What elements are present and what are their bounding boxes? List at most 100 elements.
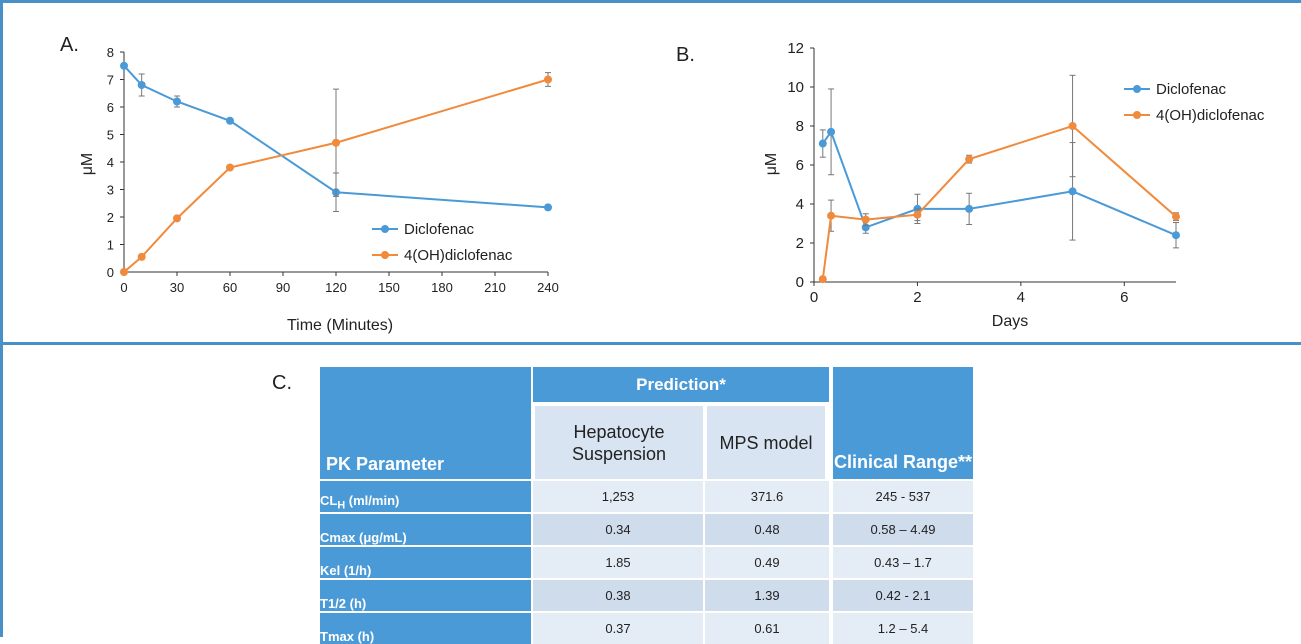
x-tick-label: 0 [120,280,127,295]
value-cell: 1.85 [531,545,703,578]
y-tick-label: 6 [107,100,114,115]
data-point [1172,231,1180,240]
x-tick-label: 30 [170,280,184,295]
y-tick-label: 1 [107,238,114,253]
data-point [544,203,552,212]
data-point [173,214,181,223]
value-cell: 1,253 [531,479,703,512]
data-point [827,211,836,220]
value-cell: 0.58 – 4.49 [829,512,973,545]
y-tick-label: 6 [796,157,804,174]
table-row: Cmax (μg/mL) 0.34 0.48 0.58 – 4.49 [320,512,973,545]
data-point [1068,122,1077,130]
param-subscript: H [337,500,346,512]
data-point [1068,187,1077,196]
y-tick-label: 2 [107,210,114,225]
value-cell: 1.2 – 5.4 [829,611,973,644]
data-point [120,61,128,70]
y-tick-label: 0 [796,274,804,291]
data-point [818,139,827,148]
x-tick-label: 120 [325,280,347,295]
legend-marker [1133,85,1141,93]
data-point [137,252,146,261]
data-point [818,275,827,284]
data-point [965,204,974,213]
param-cell: Kel (1/h) [320,545,531,578]
x-tick-label: 6 [1120,289,1128,306]
param-cell: CLH (ml/min) [320,479,531,512]
y-tick-label: 12 [787,40,804,57]
panel-label-a: A. [60,34,79,56]
chart-b: 0 2 4 6 8 10 12 0 2 4 6 Days μM Diclofenac 4(OH)diclof… [763,40,1265,330]
x-tick-label: 2 [913,289,921,306]
value-cell: 0.49 [703,545,829,578]
pk-table-body: CLH (ml/min) 1,253 371.6 245 - 537 Cmax (μg/… [320,479,973,644]
y-axis-label: μM [79,153,96,176]
panel-label-c: C. [272,372,292,394]
legend-marker [381,251,389,259]
section-divider [0,342,1301,345]
data-point [1172,212,1180,221]
table-row: Tmax (h) 0.37 0.61 1.2 – 5.4 [320,611,973,644]
value-cell: 0.48 [703,512,829,545]
data-point [965,155,974,164]
legend-label: Diclofenac [404,221,475,238]
data-point [913,210,922,219]
table-row: T1/2 (h) 0.38 1.39 0.42 - 2.1 [320,578,973,611]
y-tick-label: 7 [107,73,114,88]
data-point [544,75,552,84]
param-cell: Tmax (h) [320,611,531,644]
series-line [821,129,1177,237]
data-point [120,268,128,276]
x-tick-label: 180 [431,280,453,295]
prediction-header: Prediction* [531,367,829,403]
x-tick-label: 90 [276,280,290,295]
param-cell: T1/2 (h) [320,578,531,611]
x-tick-label: 210 [484,280,506,295]
value-cell: 245 - 537 [829,479,973,512]
x-tick-label: 240 [537,280,559,295]
clinical-range-header: Clinical Range** [829,367,973,479]
y-tick-label: 8 [796,118,804,135]
legend-label: Diclofenac [1156,81,1227,98]
y-tick-label: 3 [107,183,114,198]
pk-table: PK Parameter Prediction* Clinical Range*… [320,367,973,644]
value-cell: 1.39 [703,578,829,611]
table-row: CLH (ml/min) 1,253 371.6 245 - 537 [320,479,973,512]
x-tick-label: 0 [810,289,818,306]
table-row: Kel (1/h) 1.85 0.49 0.43 – 1.7 [320,545,973,578]
param-cell: Cmax (μg/mL) [320,512,531,545]
data-point [861,215,870,224]
x-axis-label: Time (Minutes) [287,317,393,334]
value-cell: 0.38 [531,578,703,611]
x-tick-label: 150 [378,280,400,295]
chart-a: 0 1 2 3 4 5 6 7 8 0 30 60 90 120 150 180 210 240 Time (Min… [79,45,559,334]
y-tick-label: 4 [796,196,804,213]
y-tick-label: 8 [107,45,114,60]
x-tick-label: 60 [223,280,237,295]
y-tick-label: 4 [107,155,114,170]
hepatocyte-header: Hepatocyte Suspension [531,402,703,479]
value-cell: 0.61 [703,611,829,644]
data-point [226,116,234,125]
series-line [821,124,1177,280]
series-line [123,65,549,209]
value-cell: 371.6 [703,479,829,512]
value-cell: 0.34 [531,512,703,545]
panel-label-b: B. [676,44,695,66]
y-tick-label: 2 [796,235,804,252]
legend-label: 4(OH)diclofenac [404,247,513,264]
y-tick-label: 0 [107,265,114,280]
x-tick-label: 4 [1017,289,1025,306]
mps-header: MPS model [703,402,829,479]
data-point [226,163,234,172]
data-point [827,127,836,136]
legend-marker [1133,111,1141,119]
y-tick-label: 10 [787,79,804,96]
data-point [332,138,340,147]
value-cell: 0.42 - 2.1 [829,578,973,611]
data-point [137,81,146,89]
legend-label: 4(OH)diclofenac [1156,107,1265,124]
y-tick-label: 5 [107,128,114,143]
